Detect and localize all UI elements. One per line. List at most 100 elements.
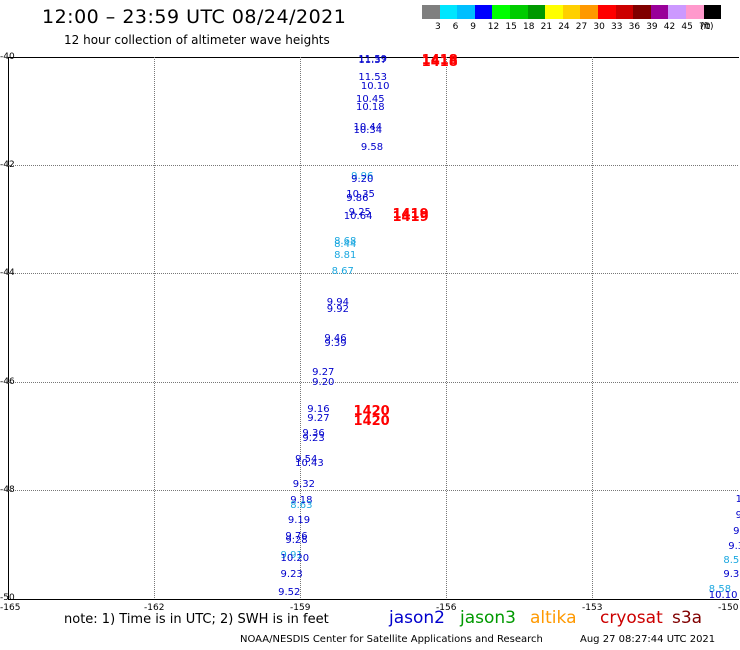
legend-swatch [598, 5, 616, 19]
track-time-label: 1420 [353, 404, 390, 420]
track-time-label: 1419 [392, 206, 429, 222]
generated-timestamp: Aug 27 08:27:44 UTC 2021 [580, 634, 716, 645]
longitude-tick-label: -153 [582, 603, 603, 613]
wave-height-label: 10.35 [346, 188, 375, 200]
legend-swatch [510, 5, 528, 19]
wave-height-label: 8.55 [723, 555, 740, 567]
latitude-tick-label: -50 [0, 593, 15, 603]
wave-height-label: 9.46 [324, 333, 347, 345]
map-title: 12:00 – 23:59 UTC 08/24/2021 [42, 6, 347, 28]
legend-label: 9 [470, 22, 476, 32]
parallel-gridline [8, 273, 738, 275]
wave-height-label: 9.23 [280, 569, 303, 581]
legend-label: 6 [452, 22, 459, 32]
legend-swatch [668, 5, 686, 19]
legend-label: 33 [611, 22, 623, 32]
legend-label: 27 [575, 22, 588, 32]
wave-height-label: 9.23 [302, 433, 325, 445]
legend-swatch [457, 5, 475, 19]
wave-height-label: 9.36 [302, 428, 325, 440]
wave-height-label: 8.63 [290, 500, 313, 512]
wave-height-label: 9.58 [360, 141, 384, 153]
parallel-gridline [8, 489, 738, 491]
legend-swatch [615, 5, 634, 19]
wave-height-label: 9.36 [723, 569, 740, 581]
meridian-gridline [592, 57, 593, 598]
wave-height-label: 9.91 [280, 550, 303, 562]
legend-label: 45 [681, 22, 693, 32]
longitude-tick-label: -159 [290, 603, 311, 613]
latitude-tick-label: -40 [0, 52, 15, 62]
wave-height-label: 9.86 [346, 192, 369, 204]
wave-height-label: 9.3 [728, 540, 740, 552]
wave-height-label: 9.16 [307, 403, 330, 415]
legend-unit: (ft) [700, 22, 714, 32]
legend-swatch [633, 5, 651, 19]
wave-height-label: 8.44 [334, 238, 357, 250]
satellite-cryosat: cryosat [600, 608, 663, 628]
legend-label: 30 [593, 22, 605, 32]
wave-height-label: 10.43 [295, 457, 324, 469]
legend-label: 42 [663, 22, 676, 32]
legend-label: 15 [505, 22, 517, 32]
legend-swatch [422, 5, 440, 19]
wave-height-label: 10.10 [708, 590, 738, 602]
meridian-gridline [446, 57, 447, 598]
legend-swatch [545, 5, 563, 19]
legend-swatch [650, 5, 669, 19]
wave-height-label: 9.27 [307, 413, 330, 425]
longitude-tick-label: -150 [718, 603, 739, 613]
wave-height-label: 8.81 [334, 249, 357, 261]
legend-swatch [439, 5, 458, 19]
legend-label: 3 [435, 22, 441, 32]
legend-swatch [492, 5, 510, 19]
wave-height-label: 9.54 [295, 454, 318, 466]
wave-height-label: 9.6 [733, 525, 740, 537]
wave-height-label: 9.96 [351, 171, 374, 183]
parallel-gridline [8, 165, 738, 167]
legend-swatch [474, 5, 493, 19]
latitude-tick-label: -46 [0, 376, 15, 387]
wave-height-label: 11.37 [358, 55, 388, 67]
wave-height-label: 8.68 [334, 236, 357, 248]
wave-height-label: 10.34 [353, 125, 383, 137]
wave-height-label: 10.20 [280, 553, 310, 565]
wave-height-label: 9.32 [292, 479, 315, 491]
units-note: note: 1) Time is in UTC; 2) SWH is in fe… [64, 612, 329, 627]
legend-swatch [686, 5, 704, 19]
legend-label: 36 [628, 22, 641, 32]
meridian-gridline [154, 57, 155, 598]
wave-height-label: 9.20 [312, 377, 335, 389]
wave-height-label: 10.10 [360, 80, 390, 92]
wave-height-label: 10.45 [355, 94, 385, 106]
legend-swatch [562, 5, 581, 19]
wave-height-label: 10.18 [355, 102, 385, 114]
legend-swatch [527, 5, 546, 19]
latitude-tick-label: -42 [0, 160, 15, 171]
wave-height-label: 9.76 [285, 531, 308, 543]
latitude-tick-label: -48 [0, 484, 15, 495]
wave-height-label: 11.53 [358, 71, 388, 83]
wave-height-label: 9.28 [285, 535, 308, 547]
track-time-label: 1418 [421, 55, 458, 71]
longitude-tick-label: -156 [436, 603, 457, 613]
wave-height-label: 8.67 [331, 266, 354, 278]
wave-height-label: 9.20 [351, 173, 374, 185]
satellite-jason3: jason3 [460, 608, 516, 628]
legend-swatch [580, 5, 598, 19]
legend-label: 39 [646, 22, 658, 32]
legend-label: 21 [540, 22, 553, 32]
wave-height-label: 9.27 [312, 367, 335, 379]
wave-height-label: 9.94 [326, 297, 350, 309]
parallel-gridline [8, 381, 738, 383]
track-time-label: 1418 [421, 52, 458, 68]
satellite-s3a: s3a [672, 608, 703, 628]
wave-height-label: 9.52 [278, 586, 301, 598]
wave-height-label: 9.25 [348, 206, 371, 218]
wave-height-label: 8.58 [708, 583, 732, 595]
legend-label: 12 [487, 22, 500, 32]
legend-swatch [703, 5, 722, 19]
wave-height-label: 9.18 [290, 494, 313, 506]
latitude-tick-label: -44 [0, 268, 15, 279]
wave-height-label: 11.59 [358, 53, 388, 65]
